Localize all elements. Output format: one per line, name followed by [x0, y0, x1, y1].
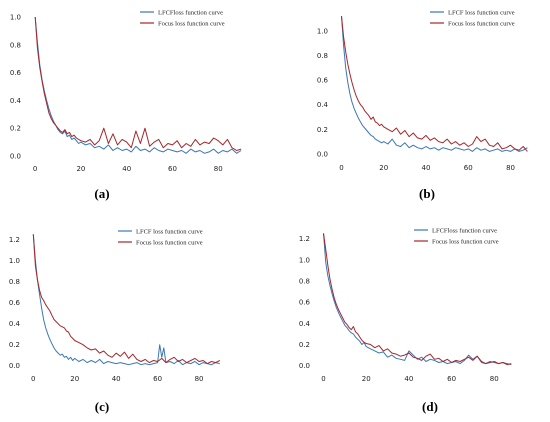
- chart-a-xtick-label: 0: [33, 165, 37, 173]
- chart-a-ytick-label: 0.4: [10, 97, 22, 105]
- chart-d-series-line-lfcf: [323, 233, 512, 366]
- chart-b-xtick-label: 40: [422, 164, 431, 172]
- chart-a-series-line-focus: [34, 16, 242, 151]
- chart-d-ytick-label: 0.4: [299, 320, 311, 328]
- chart-c-ytick-label: 0.8: [9, 278, 20, 286]
- chart-panel-b: 0 20 40 60 80 0.0 0.2 0.4 0.6 0.8 1.0 LFCF loss fun…: [275, 0, 550, 211]
- caption-a-label: (a): [94, 186, 110, 201]
- caption-c: (c): [87, 399, 117, 415]
- chart-c-ytick-label: 0.4: [9, 320, 21, 328]
- chart-c-xtick-label: 40: [112, 375, 121, 383]
- chart-d-series-line-focus: [323, 233, 512, 366]
- chart-panel-a: 0 20 40 60 80 0.0 0.2 0.4 0.6 0.8 1.0 LFCFloss func…: [0, 0, 275, 211]
- chart-d-legend-label: Focus loss function curve: [432, 238, 499, 245]
- chart-b-ytick-label: 0.2: [317, 126, 328, 134]
- chart-c-xtick-label: 0: [31, 375, 35, 383]
- chart-c-ytick-label: 0.6: [9, 299, 21, 307]
- chart-b-ytick-label: 0.4: [317, 101, 329, 109]
- chart-b-svg: 0 20 40 60 80 0.0 0.2 0.4 0.6 0.8 1.0 LFCF loss fun…: [317, 9, 528, 172]
- chart-a-xtick-label: 60: [168, 165, 177, 173]
- caption-d-label: (d): [422, 399, 438, 414]
- chart-b-legend-label: LFCF loss function curve: [448, 9, 515, 16]
- chart-c-xtick-label: 80: [195, 375, 204, 383]
- chart-d-ytick-label: 0.8: [299, 277, 310, 285]
- chart-c-ytick-label: 0.0: [9, 362, 20, 370]
- chart-d-xtick-label: 80: [490, 375, 499, 383]
- chart-d-ytick-label: 1.0: [299, 256, 310, 264]
- chart-b-legend-label: Focus loss function curve: [448, 20, 515, 27]
- chart-d-ytick-label: 1.2: [299, 235, 310, 243]
- chart-a-ytick-label: 0.0: [10, 153, 21, 161]
- chart-c-ytick-label: 0.2: [9, 341, 20, 349]
- chart-d-xtick-label: 60: [447, 375, 456, 383]
- caption-b-label: (b): [419, 186, 435, 201]
- chart-b-xtick-label: 80: [506, 164, 515, 172]
- chart-a-legend-label: Focus loss function curve: [158, 20, 225, 27]
- chart-b-series-line-lfcf: [341, 16, 528, 152]
- chart-c-series-line-lfcf: [32, 234, 220, 366]
- caption-a: (a): [87, 186, 117, 202]
- chart-d-xtick-label: 20: [362, 375, 371, 383]
- chart-d-xtick-label: 40: [404, 375, 413, 383]
- chart-c-legend-label: Focus loss function curve: [136, 239, 203, 246]
- chart-b-xtick-label: 60: [464, 164, 473, 172]
- chart-c-legend-label: LFCF loss function curve: [136, 228, 203, 235]
- caption-d: (d): [415, 399, 445, 415]
- chart-b-series-line-focus: [341, 16, 528, 152]
- chart-a-legend-label: LFCFloss function curve: [158, 9, 223, 16]
- chart-d-ytick-label: 0.2: [299, 341, 310, 349]
- chart-b-ytick-label: 1.0: [317, 27, 328, 35]
- chart-panel-c: 0 20 40 60 80 0.0 0.2 0.4 0.6 0.8 1.0 1.2 LFCF loss …: [0, 211, 275, 422]
- chart-c-svg: 0 20 40 60 80 0.0 0.2 0.4 0.6 0.8 1.0 1.2 LFCF loss …: [9, 228, 221, 383]
- chart-a-ytick-label: 0.6: [10, 69, 22, 77]
- chart-a-xtick-label: 20: [76, 165, 85, 173]
- chart-a-xtick-label: 40: [122, 165, 131, 173]
- chart-b-ytick-label: 0.8: [317, 52, 328, 60]
- chart-c-ytick-label: 1.2: [9, 236, 20, 244]
- chart-d-ytick-label: 0.0: [299, 362, 310, 370]
- chart-a-ytick-label: 1.0: [10, 13, 21, 21]
- chart-c-xtick-label: 20: [70, 375, 79, 383]
- chart-c-series-line-focus: [32, 234, 221, 365]
- caption-c-label: (c): [94, 399, 110, 414]
- chart-b-ytick-label: 0.0: [317, 150, 328, 158]
- chart-c-xtick-label: 60: [153, 375, 162, 383]
- chart-d-xtick-label: 0: [321, 375, 325, 383]
- chart-a-xtick-label: 80: [214, 165, 223, 173]
- chart-d-legend-label: LFCFloss function curve: [432, 227, 497, 234]
- chart-a-ytick-label: 0.2: [10, 125, 21, 133]
- chart-a-series-line-lfcf: [34, 16, 242, 154]
- chart-b-xtick-label: 20: [379, 164, 388, 172]
- chart-b-xtick-label: 0: [339, 164, 343, 172]
- chart-d-ytick-label: 0.6: [299, 299, 311, 307]
- chart-d-svg: 0 20 40 60 80 0.0 0.2 0.4 0.6 0.8 1.0 1.2 LFCFloss f…: [299, 227, 512, 383]
- chart-a-svg: 0 20 40 60 80 0.0 0.2 0.4 0.6 0.8 1.0 LFCFloss func…: [10, 9, 242, 173]
- chart-a-ytick-label: 0.8: [10, 41, 21, 49]
- caption-b: (b): [412, 186, 442, 202]
- chart-c-ytick-label: 1.0: [9, 257, 20, 265]
- chart-b-ytick-label: 0.6: [317, 77, 329, 85]
- chart-panel-d: 0 20 40 60 80 0.0 0.2 0.4 0.6 0.8 1.0 1.2 LFCFloss f…: [275, 211, 550, 422]
